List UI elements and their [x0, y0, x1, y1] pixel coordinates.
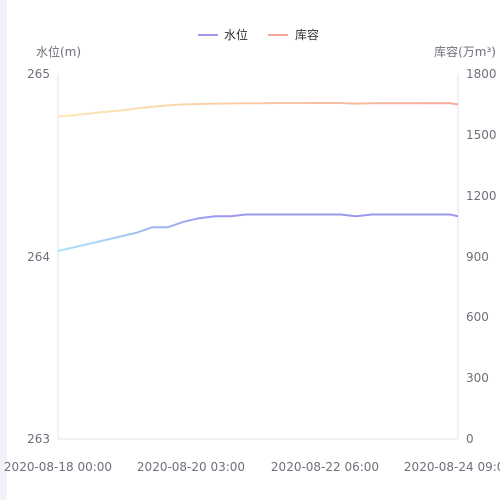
right-tick-label: 1200	[466, 189, 497, 203]
plot-area	[57, 102, 459, 252]
left-tick-label: 263	[27, 432, 50, 446]
right-tick-label: 1500	[466, 128, 497, 142]
x-tick-label: 2020-08-22 06:00	[271, 460, 379, 474]
right-axis-ticks: 1800 1500 1200 900 600 300 0	[466, 67, 497, 446]
right-tick-label: 900	[466, 250, 489, 264]
legend-item-water-level[interactable]: 水位	[198, 27, 248, 42]
right-tick-label: 1800	[466, 67, 497, 81]
x-axis-ticks: 2020-08-18 00:00 2020-08-20 03:00 2020-0…	[4, 460, 500, 474]
left-tick-label: 265	[27, 67, 50, 81]
x-tick-label: 2020-08-20 03:00	[137, 460, 245, 474]
right-tick-label: 300	[466, 371, 489, 385]
right-tick-label: 0	[466, 432, 474, 446]
right-axis-title: 库容(万m³)	[434, 44, 496, 59]
chart-legend: 水位 库容	[198, 27, 319, 42]
right-tick-label: 600	[466, 310, 489, 324]
x-tick-label: 2020-08-24 09:00	[404, 460, 500, 474]
left-axis-ticks: 265 264 263	[27, 67, 50, 446]
series-line-storage	[57, 102, 459, 118]
legend-label-storage: 库容	[295, 27, 319, 42]
left-axis-title: 水位(m)	[36, 44, 81, 59]
x-tick-label: 2020-08-18 00:00	[4, 460, 112, 474]
series-line-water-level	[57, 213, 459, 252]
legend-item-storage[interactable]: 库容	[268, 27, 319, 42]
left-panel-edge	[0, 0, 7, 500]
legend-label-water-level: 水位	[224, 27, 248, 42]
left-tick-label: 264	[27, 250, 50, 264]
